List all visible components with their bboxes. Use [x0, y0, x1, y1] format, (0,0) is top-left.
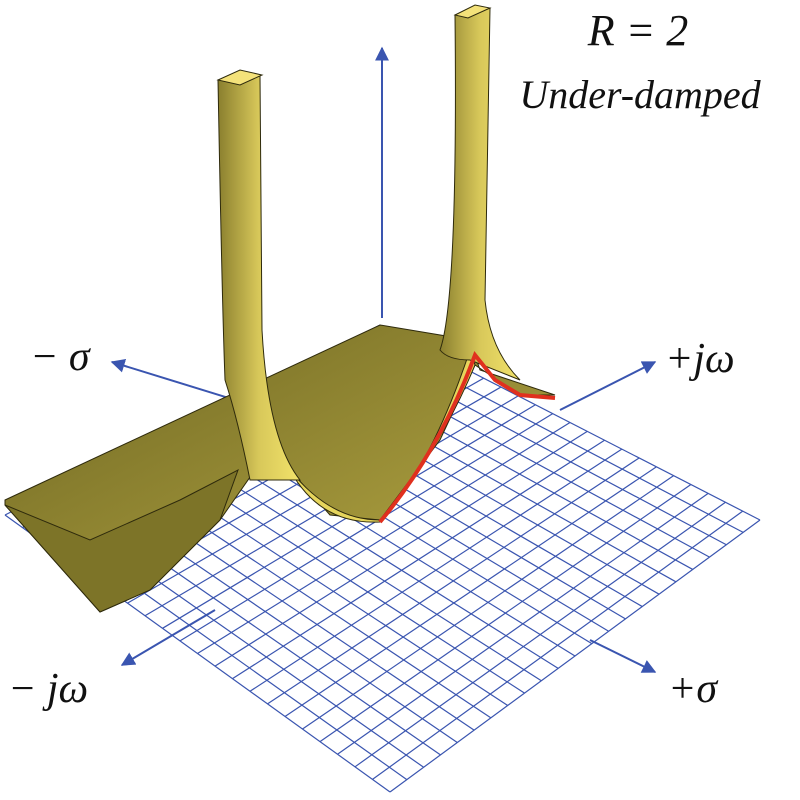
axis-label: +σ	[668, 666, 719, 712]
grid-line	[389, 519, 761, 793]
pos-jw-axis	[559, 361, 657, 411]
grid-line	[249, 448, 623, 692]
grid-line	[337, 492, 709, 755]
grid-line	[232, 439, 605, 680]
axis-label: +jω	[665, 336, 735, 382]
subtitle: Under-damped	[519, 72, 761, 117]
neg-jw-axis	[120, 609, 216, 666]
grid-line	[302, 475, 674, 730]
axis-label: − jω	[8, 666, 88, 712]
title: R = 2	[587, 6, 689, 55]
grid-line	[267, 457, 640, 705]
axis-label: − σ	[30, 334, 92, 380]
grid-line	[319, 484, 692, 743]
grid-line	[214, 430, 588, 667]
grid-line	[354, 501, 726, 768]
jw-axis-profile	[378, 350, 556, 524]
grid-line	[372, 510, 744, 780]
surface	[4, 4, 556, 613]
pos-sigma-axis	[589, 639, 657, 673]
grid-line	[284, 466, 657, 717]
